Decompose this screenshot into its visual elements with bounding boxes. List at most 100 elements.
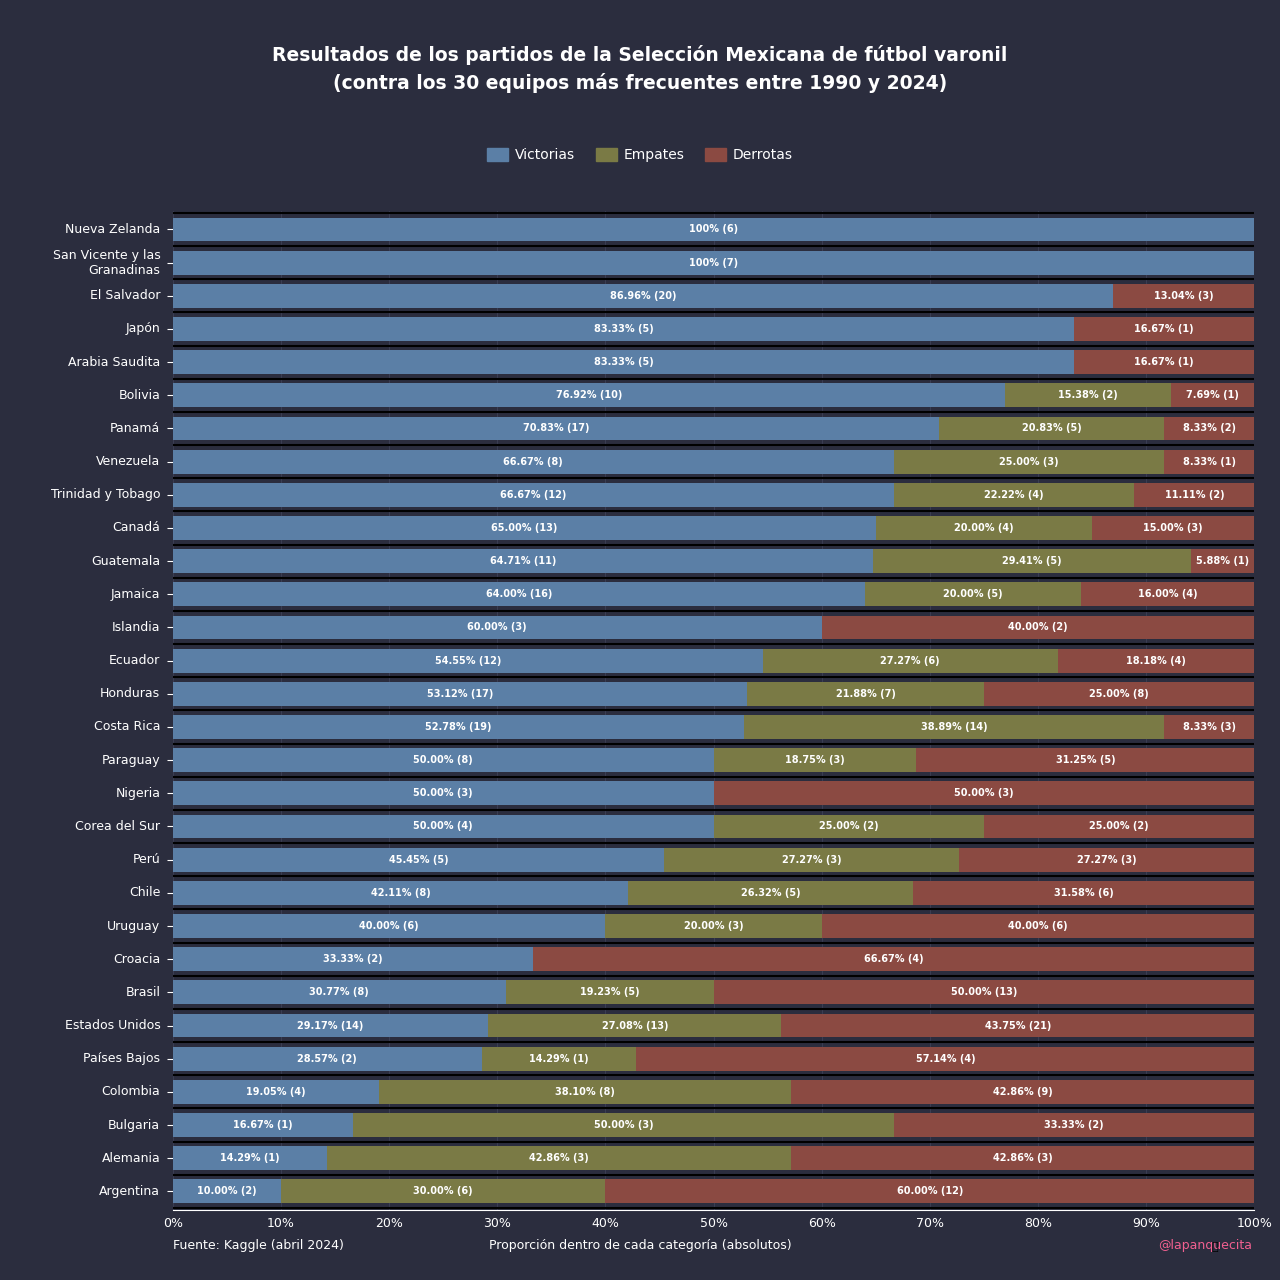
Bar [822,914,1254,938]
Bar [173,749,714,772]
Text: 40.00% (6): 40.00% (6) [1009,922,1068,931]
Bar [173,549,873,573]
Bar [876,516,1092,540]
Bar [534,947,1254,972]
Text: 26.32% (5): 26.32% (5) [741,888,800,897]
Bar [173,351,1074,374]
Text: 57.14% (4): 57.14% (4) [915,1053,975,1064]
Bar [893,449,1165,474]
Bar [664,847,959,872]
Text: 64.00% (16): 64.00% (16) [485,589,552,599]
Text: 27.27% (6): 27.27% (6) [881,655,940,666]
Bar [282,1179,605,1203]
Text: 50.00% (8): 50.00% (8) [413,755,474,765]
Bar [714,781,1254,805]
Bar [173,781,714,805]
Text: 19.23% (5): 19.23% (5) [580,987,640,997]
Bar [1092,516,1254,540]
Text: 16.67% (1): 16.67% (1) [233,1120,293,1130]
Bar [1171,383,1254,407]
Bar [791,1080,1254,1103]
Bar [173,1114,353,1137]
Text: 5.88% (1): 5.88% (1) [1196,556,1249,566]
Bar [173,1014,488,1038]
Bar [506,980,714,1005]
Text: 31.58% (6): 31.58% (6) [1053,888,1114,897]
Text: 43.75% (21): 43.75% (21) [984,1020,1051,1030]
Text: 29.17% (14): 29.17% (14) [297,1020,364,1030]
Bar [636,1047,1254,1070]
Text: 33.33% (2): 33.33% (2) [1044,1120,1103,1130]
Text: 60.00% (3): 60.00% (3) [467,622,527,632]
Bar [940,416,1165,440]
Bar [605,914,822,938]
Text: 100% (6): 100% (6) [689,224,739,234]
Text: 8.33% (2): 8.33% (2) [1183,424,1235,434]
Text: Resultados de los partidos de la Selección Mexicana de fútbol varonil: Resultados de los partidos de la Selecci… [273,45,1007,65]
Bar [173,980,506,1005]
Text: 10.00% (2): 10.00% (2) [197,1187,257,1197]
Text: 27.08% (13): 27.08% (13) [602,1020,668,1030]
Bar [984,682,1254,705]
Bar [173,914,605,938]
Bar [481,1047,636,1070]
Bar [873,549,1190,573]
Bar [379,1080,791,1103]
Text: 20.00% (3): 20.00% (3) [684,922,744,931]
Text: 20.00% (4): 20.00% (4) [954,524,1014,532]
Text: 53.12% (17): 53.12% (17) [428,689,493,699]
Text: 100% (7): 100% (7) [689,257,739,268]
Text: (contra los 30 equipos más frecuentes entre 1990 y 2024): (contra los 30 equipos más frecuentes en… [333,73,947,93]
Text: 40.00% (2): 40.00% (2) [1009,622,1068,632]
Bar [173,1179,282,1203]
Bar [173,284,1114,307]
Text: 15.38% (2): 15.38% (2) [1059,390,1117,401]
Text: 42.86% (9): 42.86% (9) [993,1087,1052,1097]
Bar [173,383,1005,407]
Bar [488,1014,781,1038]
Text: 25.00% (8): 25.00% (8) [1089,689,1149,699]
Bar [714,980,1254,1005]
Text: 38.89% (14): 38.89% (14) [920,722,987,732]
Text: 33.33% (2): 33.33% (2) [324,954,383,964]
Bar [916,749,1254,772]
Text: 54.55% (12): 54.55% (12) [435,655,500,666]
Bar [328,1147,791,1170]
Text: 42.86% (3): 42.86% (3) [529,1153,589,1164]
Bar [1165,716,1254,739]
Text: 18.75% (3): 18.75% (3) [785,755,845,765]
Bar [353,1114,893,1137]
Text: 65.00% (13): 65.00% (13) [492,524,558,532]
Bar [173,251,1254,274]
Bar [628,881,913,905]
Text: 16.67% (1): 16.67% (1) [1134,357,1194,367]
Bar [822,616,1254,640]
Bar [763,649,1057,672]
Bar [173,317,1074,340]
Text: 31.25% (5): 31.25% (5) [1056,755,1115,765]
Text: 45.45% (5): 45.45% (5) [389,855,448,865]
Text: 66.67% (12): 66.67% (12) [500,490,567,499]
Text: 29.41% (5): 29.41% (5) [1002,556,1061,566]
Text: 76.92% (10): 76.92% (10) [556,390,622,401]
Text: 22.22% (4): 22.22% (4) [984,490,1044,499]
Text: 19.05% (4): 19.05% (4) [246,1087,306,1097]
Text: @lapanquecita: @lapanquecita [1158,1239,1252,1252]
Bar [1057,649,1254,672]
Bar [959,847,1254,872]
Bar [893,1114,1254,1137]
Text: 27.27% (3): 27.27% (3) [1076,855,1137,865]
Bar [1165,449,1254,474]
Text: 66.67% (4): 66.67% (4) [864,954,924,964]
Text: 25.00% (3): 25.00% (3) [1000,457,1059,467]
Text: 8.33% (1): 8.33% (1) [1183,457,1236,467]
Text: 13.04% (3): 13.04% (3) [1155,291,1213,301]
Text: 8.33% (3): 8.33% (3) [1183,722,1236,732]
Bar [173,582,865,607]
Text: 14.29% (1): 14.29% (1) [530,1053,589,1064]
Text: 20.00% (5): 20.00% (5) [943,589,1004,599]
Bar [748,682,984,705]
Text: 50.00% (3): 50.00% (3) [413,788,474,799]
Text: 16.00% (4): 16.00% (4) [1138,589,1198,599]
Bar [173,416,940,440]
